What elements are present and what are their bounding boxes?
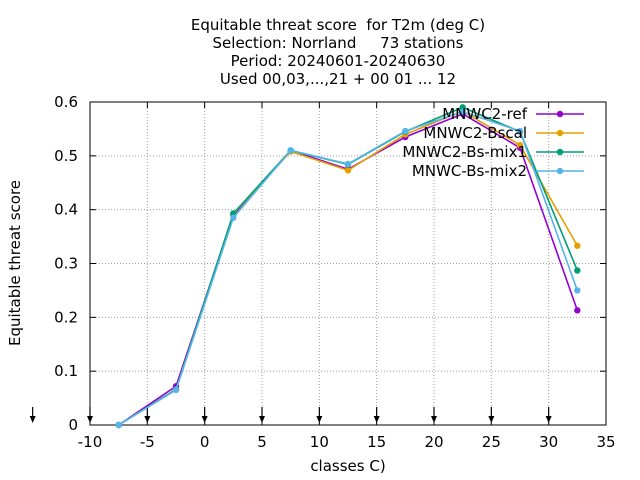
x-tick-label: 35 [596,433,615,451]
legend-entry-2: MNWC2-Bscal [423,124,584,142]
arrow-marker [29,407,36,423]
title-line-4: Used 00,03,...,21 + 00 01 ... 12 [219,70,457,88]
arrow-marker [373,407,380,423]
data-point [459,108,466,115]
x-tick-label: 15 [367,433,386,451]
arrow-marker [431,407,437,423]
x-tick-label: 10 [310,433,329,451]
grid [90,102,606,425]
arrow-head [144,416,151,423]
y-axis-label: Equitable threat score [6,180,24,346]
series [115,104,581,429]
arrow-head [488,416,495,423]
title-line-1: Equitable threat score for T2m (deg C) [190,16,486,34]
arrow-head [259,416,265,423]
data-point [574,307,581,314]
data-point [115,421,122,429]
arrow-head [29,416,36,423]
data-point [172,386,180,394]
arrow-marker [488,407,495,423]
legend-entry-1: MNWC2-ref [442,105,584,123]
arrow-marker [87,407,93,423]
data-point [230,214,237,221]
legend-entry-3: MNWC2-Bs-mix1 [402,143,584,161]
legend-marker [556,167,564,175]
x-tick-label: 25 [482,433,501,451]
arrow-markers [29,407,552,423]
y-tick-label: 0.1 [54,362,78,380]
arrow-head [316,416,323,423]
legend-marker [556,129,564,137]
arrow-head [431,416,437,423]
legend-marker [556,148,564,156]
data-point [574,267,581,274]
data-point [574,287,581,294]
x-tick-label: -5 [140,433,155,451]
arrow-marker [144,407,151,423]
legend-label: MNWC-Bs-mix2 [412,162,527,180]
data-point [402,127,409,135]
data-point [516,127,524,135]
data-point [574,242,581,249]
y-tick-label: 0.6 [54,93,78,111]
data-point [344,160,352,168]
arrow-marker [201,407,208,423]
series-4 [115,108,581,429]
data-point [516,141,524,149]
arrow-head [545,416,552,423]
arrow-head [87,416,93,423]
x-tick-label: 0 [200,433,210,451]
legend: MNWC2-refMNWC2-BscalMNWC2-Bs-mix1MNWC-Bs… [402,105,584,180]
legend-entry-4: MNWC-Bs-mix2 [412,162,584,180]
arrow-marker [316,407,323,423]
y-tick-label: 0.2 [54,308,78,326]
x-axis-label: classes C) [310,457,385,475]
data-point [287,147,294,154]
title-line-3: Period: 20240601-20240630 [230,52,446,70]
arrow-marker [545,407,552,423]
arrow-head [201,416,208,423]
ticks: -10 -5 0 5 10 15 20 25 30 35 0 0.1 0.2 0.3 0.4 0.5 0.6 [54,93,615,451]
legend-marker [556,110,564,118]
x-tick-label: -10 [78,433,103,451]
legend-label: MNWC2-Bs-mix1 [402,143,527,161]
y-tick-label: 0.4 [54,201,78,219]
y-tick-label: 0.3 [54,255,78,273]
legend-label: MNWC2-ref [442,105,527,123]
x-tick-label: 5 [257,433,267,451]
y-tick-label: 0 [68,416,78,434]
x-tick-label: 20 [424,433,443,451]
title-line-2: Selection: Norrland 73 stations [212,34,464,52]
arrow-marker [259,407,265,423]
arrow-head [373,416,380,423]
x-tick-label: 30 [539,433,558,451]
data-point [344,167,352,174]
y-tick-label: 0.5 [54,147,78,165]
legend-label: MNWC2-Bscal [423,124,527,142]
